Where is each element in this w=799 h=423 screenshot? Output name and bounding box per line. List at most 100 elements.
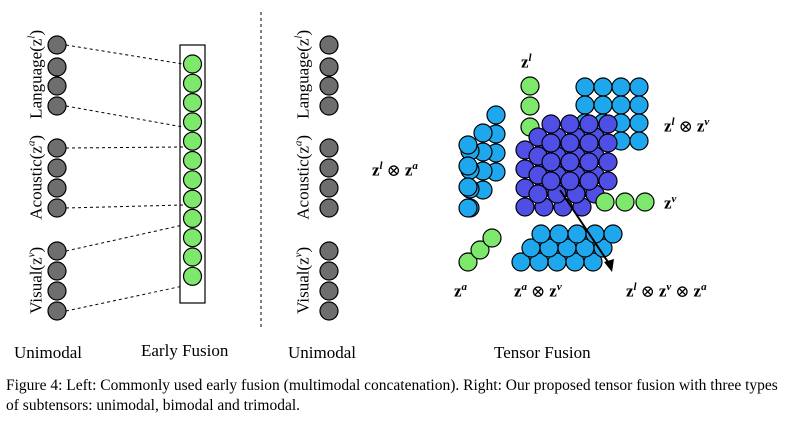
zl-za-node: [458, 156, 478, 176]
za-node: [458, 252, 478, 272]
unimodal-left-label: Unimodal: [14, 343, 82, 362]
early-fusion-node: [182, 266, 203, 286]
za-zv-node: [531, 224, 551, 244]
trimodal-label: zl ⊗ zv ⊗ za: [626, 281, 707, 301]
za-zv-node: [603, 224, 623, 244]
unimodal-node-left: [47, 198, 67, 218]
acoustic-label: Acoustic(za): [25, 134, 46, 220]
zl-zv-node: [575, 77, 595, 97]
trimodal-node: [598, 152, 618, 172]
early-fusion-node: [182, 228, 203, 248]
early-fusion-node: [182, 189, 203, 209]
za-zv-node: [549, 224, 569, 244]
concat-connector: [65, 285, 184, 312]
unimodal-node-right: [319, 35, 339, 55]
trimodal-node: [528, 184, 548, 204]
zl-node: [520, 96, 540, 116]
unimodal-node-left: [47, 57, 67, 77]
trimodal-node: [541, 114, 561, 134]
early-fusion-node: [182, 73, 203, 93]
trimodal-node: [541, 171, 561, 191]
trimodal-node: [579, 133, 599, 153]
zl-zv-node: [629, 113, 649, 133]
trimodal-node: [579, 152, 599, 172]
early-fusion-label: Early Fusion: [141, 341, 229, 360]
visual-label: Visual(zv): [25, 246, 46, 314]
trimodal-node: [560, 133, 580, 153]
early-fusion-node: [182, 54, 203, 74]
unimodal-node-right: [319, 96, 339, 116]
trimodal-arrow-head: [604, 259, 614, 272]
unimodal-node-right: [319, 281, 339, 301]
za-label: za: [454, 281, 468, 301]
concat-connector: [65, 204, 184, 209]
early-fusion-node: [182, 92, 203, 113]
unimodal-node-right: [319, 241, 339, 261]
language-label: Language(zl): [25, 29, 46, 119]
zl-zv-node: [575, 95, 595, 115]
zl-node: [520, 76, 540, 96]
za-node: [470, 240, 490, 260]
trimodal-node: [541, 133, 561, 153]
figure-graphic: [47, 12, 655, 330]
zl-za-label: zl ⊗ za: [372, 160, 418, 180]
trimodal-node: [598, 133, 618, 153]
unimodal-node-left: [47, 76, 67, 96]
trimodal-node: [598, 171, 618, 191]
arrow-layer: [559, 189, 614, 272]
zl-label: zl: [521, 52, 532, 72]
figure-tensor-fusion: Language(zl) Acoustic(za) Visual(zv) Lan…: [14, 12, 710, 362]
language-label-right: Language(zl): [292, 29, 313, 119]
visual-label-right: Visual(zv): [292, 246, 313, 314]
zl-zv-node: [593, 95, 613, 115]
unimodal-node-right: [319, 198, 339, 218]
zl-zv-node: [629, 77, 649, 97]
early-fusion-node: [182, 131, 203, 151]
unimodal-node-right: [319, 158, 339, 178]
za-node: [482, 228, 502, 248]
trimodal-node: [560, 114, 580, 134]
acoustic-label-right: Acoustic(za): [292, 134, 313, 220]
unimodal-node-left: [47, 158, 67, 178]
early-fusion-node: [182, 170, 203, 190]
unimodal-node-left: [47, 301, 67, 321]
zl-za-node: [458, 135, 478, 155]
zl-za-node: [458, 177, 478, 197]
zv-node: [615, 192, 635, 212]
concat-connector: [65, 44, 184, 65]
unimodal-right-label: Unimodal: [288, 343, 356, 362]
early-fusion-node: [182, 150, 203, 171]
trimodal-node: [579, 171, 599, 191]
zl-za-node: [458, 198, 478, 218]
za-zv-label: za ⊗ zv: [514, 281, 562, 301]
figure-caption: Figure 4: Left: Commonly used early fusi…: [6, 377, 778, 414]
zl-zv-node: [611, 77, 631, 97]
za-zv-node: [567, 224, 587, 244]
zv-node: [595, 192, 615, 212]
concat-connector: [65, 224, 184, 252]
unimodal-node-left: [47, 241, 67, 261]
unimodal-node-left: [47, 281, 67, 301]
zl-zv-node: [629, 131, 649, 151]
zl-zv-node: [593, 77, 613, 97]
trimodal-node: [579, 114, 599, 134]
early-fusion-node: [182, 247, 203, 267]
zl-zv-label: zl ⊗ zv: [664, 116, 710, 136]
early-fusion-box: [179, 44, 206, 304]
tensor-fusion-label: Tensor Fusion: [494, 343, 591, 362]
zl-zv-node: [611, 95, 631, 115]
unimodal-node-left: [47, 261, 67, 281]
trimodal-node: [560, 171, 580, 191]
zl-za-node: [486, 105, 506, 125]
concat-connector: [65, 105, 184, 128]
zv-node: [635, 192, 655, 212]
early-fusion-node: [182, 112, 203, 132]
unimodal-node-left: [47, 178, 67, 198]
unimodal-node-right: [319, 178, 339, 198]
zl-zv-node: [629, 95, 649, 115]
unimodal-node-left: [47, 35, 67, 55]
unimodal-node-right: [319, 138, 339, 158]
zv-label: zv: [664, 193, 677, 213]
trimodal-node: [598, 114, 618, 134]
trimodal-node: [541, 152, 561, 172]
